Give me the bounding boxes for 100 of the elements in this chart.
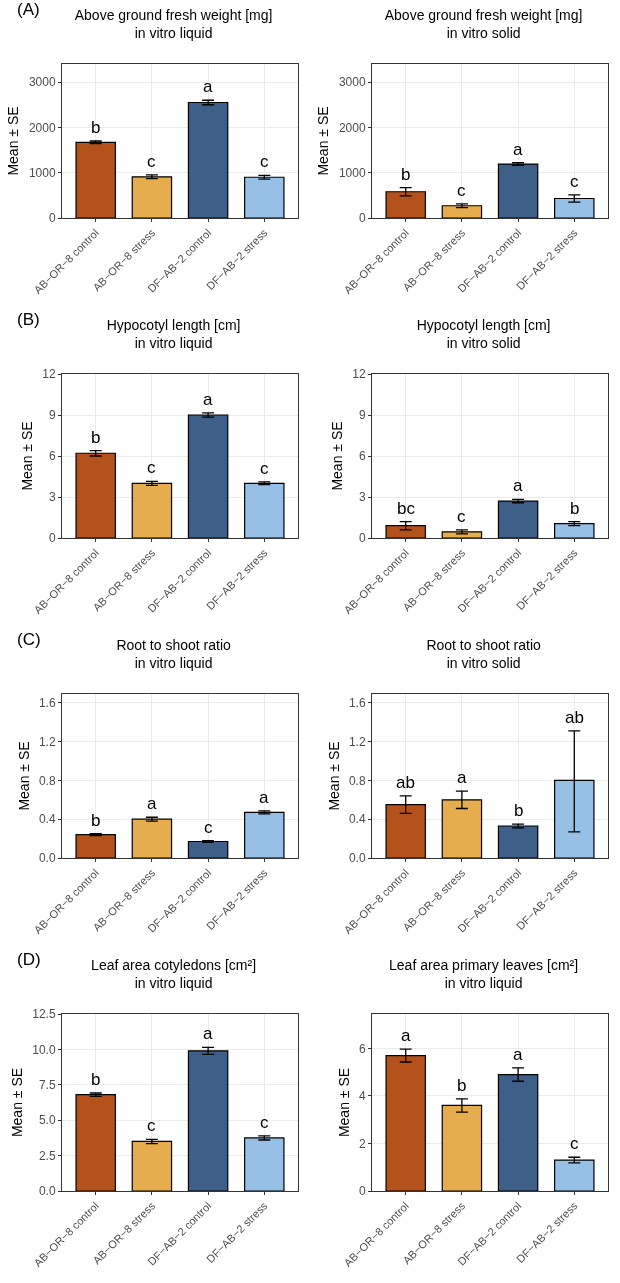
chart-title: Leaf area cotyledons [cm²] — [91, 957, 257, 974]
y-axis-title: Mean ± SE — [15, 741, 32, 811]
chart-subtitle: in vitro liquid — [134, 655, 213, 672]
bar — [187, 1050, 229, 1191]
y-tick-label: 7.5 — [38, 1078, 56, 1092]
bar — [497, 500, 539, 538]
y-tick-label: 12 — [42, 367, 56, 382]
bar — [244, 176, 285, 218]
y-tick-label: 1000 — [28, 165, 56, 180]
y-tick-label: 1.2 — [348, 734, 366, 749]
data-label: a — [147, 794, 157, 813]
y-tick-label: 6 — [358, 449, 366, 464]
chart-title: Hypocotyl length [cm] — [106, 317, 241, 333]
chart-title: Root to shoot ratio — [426, 637, 542, 653]
chart-subtitle: in vitro solid — [446, 655, 521, 672]
y-tick-label: 5.0 — [38, 1113, 56, 1128]
bar — [131, 818, 173, 858]
data-label: a — [259, 788, 269, 807]
text: (C) — [17, 630, 41, 649]
y-tick-label: 1.2 — [38, 734, 56, 749]
bar — [385, 525, 426, 538]
y-tick-label: 4 — [358, 1089, 366, 1104]
data-label: c — [147, 458, 156, 477]
bar — [554, 523, 595, 538]
y-axis-title: Mean ± SE — [8, 1067, 25, 1138]
y-tick-label: 9 — [358, 408, 366, 423]
chart-title: Above ground fresh weight [mg] — [74, 6, 273, 23]
data-label: b — [91, 811, 101, 830]
chart-subtitle: in vitro solid — [446, 25, 521, 42]
data-label: c — [457, 507, 466, 526]
y-tick-label: 6 — [358, 1041, 366, 1056]
y-tick-label: 1000 — [338, 165, 366, 180]
data-label: c — [570, 1134, 579, 1153]
y-tick-label: 6 — [48, 449, 56, 464]
y-tick-label: 0.8 — [348, 773, 366, 788]
y-tick-label: 0.0 — [38, 1184, 56, 1199]
y-tick-label: 0 — [358, 531, 366, 546]
y-tick-label: 0.0 — [38, 851, 56, 866]
data-label: c — [457, 181, 466, 200]
data-label: c — [147, 1116, 156, 1135]
data-label: a — [513, 1045, 523, 1064]
bar — [131, 176, 173, 218]
data-label: c — [260, 459, 269, 478]
bar — [187, 101, 229, 218]
y-tick-label: 2000 — [28, 120, 56, 135]
chart-title: Hypocotyl length [cm] — [416, 317, 551, 333]
y-tick-label: 3000 — [338, 75, 366, 90]
bar — [187, 414, 229, 538]
chart-title: Leaf area primary leaves [cm²] — [389, 957, 579, 974]
data-label: c — [570, 172, 579, 191]
chart-subtitle: in vitro liquid — [134, 25, 213, 42]
data-label: ab — [565, 708, 584, 727]
data-label: c — [204, 818, 213, 837]
y-axis-title: Mean ± SE — [5, 106, 22, 176]
bar — [244, 482, 285, 538]
text: (B) — [17, 310, 40, 329]
data-label: b — [91, 118, 101, 137]
y-tick-label: 0 — [358, 211, 366, 226]
chart-subtitle: in vitro solid — [446, 335, 521, 352]
data-label: c — [147, 152, 156, 171]
data-label: a — [513, 476, 523, 495]
y-tick-label: 0 — [48, 531, 56, 546]
data-label: b — [570, 499, 580, 518]
bar — [497, 163, 539, 218]
y-tick-label: 0.4 — [348, 812, 366, 827]
y-tick-label: 0.0 — [348, 851, 366, 866]
y-tick-label: 3000 — [28, 75, 56, 90]
y-tick-label: 12 — [352, 367, 366, 382]
bar — [554, 1159, 595, 1191]
y-tick-label: 2000 — [338, 120, 366, 135]
text: (D) — [17, 950, 41, 969]
chart-subtitle: in vitro liquid — [444, 975, 523, 992]
y-tick-label: 10.0 — [32, 1042, 56, 1057]
chart-title: Above ground fresh weight [mg] — [384, 6, 583, 23]
data-label: a — [457, 768, 467, 787]
data-label: bc — [397, 499, 416, 518]
bar — [244, 811, 285, 858]
text: (A) — [17, 0, 40, 19]
y-tick-label: 2.5 — [38, 1148, 56, 1163]
data-label: a — [203, 77, 213, 96]
data-label: b — [514, 801, 524, 820]
data-label: b — [457, 1076, 467, 1095]
bar — [131, 482, 173, 538]
data-label: b — [401, 165, 411, 184]
y-tick-label: 3 — [48, 490, 56, 505]
y-tick-label: 12.5 — [32, 1007, 56, 1022]
y-axis-title: Mean ± SE — [335, 1067, 352, 1138]
data-label: b — [91, 1070, 101, 1089]
y-tick-label: 0.4 — [38, 812, 56, 827]
bar — [497, 825, 539, 858]
y-tick-label: 1.6 — [38, 695, 56, 710]
y-tick-label: 3 — [358, 490, 366, 505]
data-label: a — [203, 390, 213, 409]
data-label: a — [513, 140, 523, 159]
bar — [441, 205, 483, 218]
data-label: a — [203, 1024, 213, 1043]
chart-title: Root to shoot ratio — [116, 637, 232, 653]
y-tick-label: 0 — [358, 1184, 366, 1199]
bar — [75, 834, 116, 858]
y-tick-label: 9 — [48, 408, 56, 423]
